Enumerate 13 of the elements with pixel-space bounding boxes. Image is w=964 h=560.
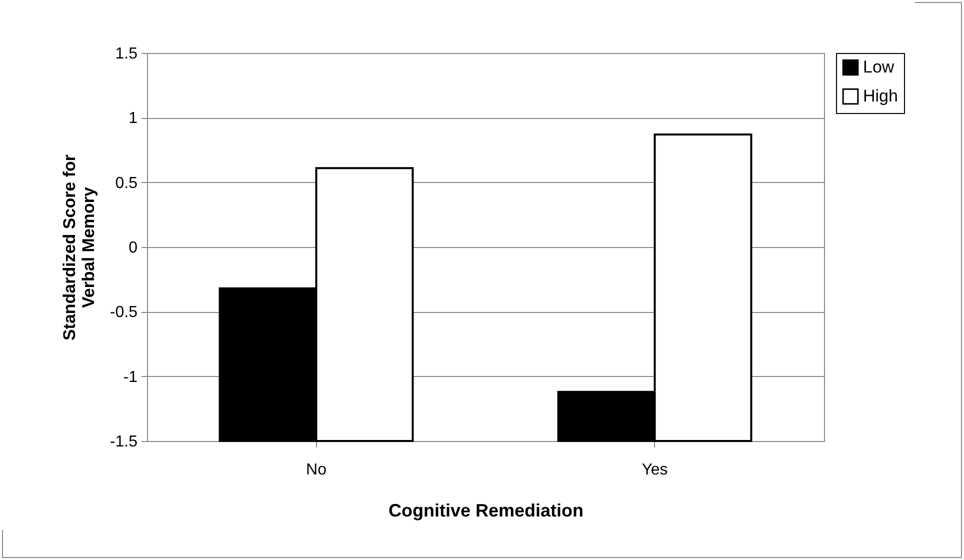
- x-axis-title: Cognitive Remediation: [388, 500, 584, 520]
- x-tick-label: No: [306, 462, 327, 478]
- y-tick-label: -1.5: [110, 434, 138, 450]
- legend-label: High: [863, 86, 898, 106]
- y-axis-title: Standardized Score for Verbal Memory: [60, 154, 98, 341]
- y-tick-label: 1: [128, 110, 138, 128]
- legend-label: Low: [863, 58, 895, 76]
- x-tick-label: Yes: [642, 462, 668, 478]
- y-tick-label: 1.5: [115, 46, 138, 62]
- y-tick-label: 0.5: [115, 174, 138, 192]
- y-tick-label: -0.5: [110, 304, 138, 322]
- y-tick-label: 0: [128, 240, 138, 256]
- y-tick-label: -1: [123, 368, 138, 386]
